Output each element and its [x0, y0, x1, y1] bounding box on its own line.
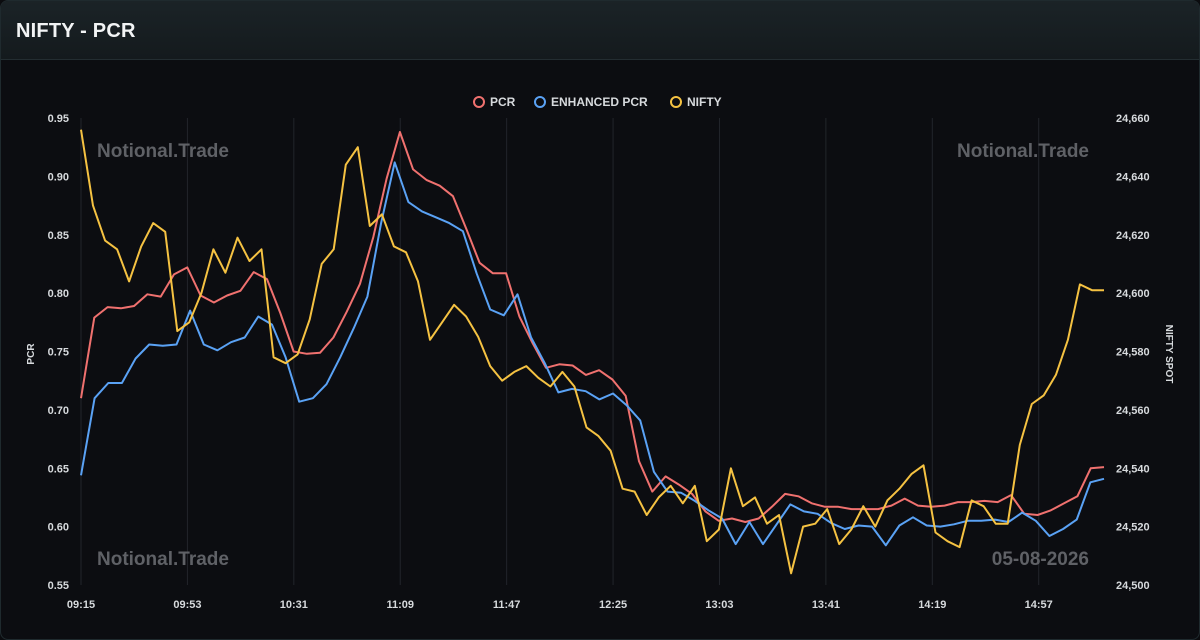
- watermark-bottom-left: Notional.Trade: [97, 549, 229, 570]
- series-line-enhanced-pcr: [80, 161, 1105, 547]
- series-lines: [80, 129, 1105, 575]
- watermark-date: 05-08-2026: [992, 549, 1089, 570]
- left-tick-label: 0.95: [48, 113, 69, 125]
- left-axis-ticks: 0.55 0.60 0.65 0.70 0.75 0.80 0.85 0.90 0.95: [48, 113, 69, 592]
- right-tick-label: 24,560: [1116, 405, 1150, 417]
- x-tick-label: 11:47: [493, 599, 521, 611]
- right-axis-label: NIFTY SPOT: [1163, 325, 1174, 384]
- panel-header: NIFTY - PCR: [1, 1, 1199, 60]
- right-tick-label: 24,500: [1116, 580, 1150, 592]
- right-tick-label: 24,600: [1116, 288, 1150, 300]
- series-line-pcr: [80, 131, 1105, 523]
- legend-label-nifty: NIFTY: [687, 95, 722, 109]
- watermark-top-right: Notional.Trade: [957, 141, 1089, 162]
- right-tick-label: 24,540: [1116, 463, 1150, 475]
- right-axis-ticks: 24,500 24,520 24,540 24,560 24,580 24,600 24,6…: [1116, 113, 1150, 592]
- left-tick-label: 0.55: [48, 580, 69, 592]
- right-tick-label: 24,660: [1116, 113, 1150, 125]
- left-tick-label: 0.70: [48, 405, 69, 417]
- legend-label-enhanced-pcr: ENHANCED PCR: [551, 95, 648, 109]
- x-tick-label: 10:31: [280, 599, 308, 611]
- right-tick-label: 24,640: [1116, 171, 1150, 183]
- x-tick-label: 14:57: [1025, 599, 1053, 611]
- legend-item-pcr[interactable]: PCR: [473, 95, 516, 109]
- right-tick-label: 24,520: [1116, 522, 1150, 534]
- x-tick-label: 11:09: [386, 599, 414, 611]
- left-axis-label: PCR: [26, 343, 37, 365]
- panel-title: NIFTY - PCR: [16, 20, 136, 42]
- x-tick-label: 13:03: [705, 599, 733, 611]
- x-tick-label: 13:41: [812, 599, 840, 611]
- left-tick-label: 0.80: [48, 288, 69, 300]
- series-line-nifty: [80, 129, 1104, 575]
- right-tick-label: 24,580: [1116, 347, 1150, 359]
- grid-lines: [80, 118, 1040, 585]
- left-tick-label: 0.75: [48, 347, 69, 359]
- left-tick-label: 0.90: [48, 171, 69, 183]
- legend-item-nifty[interactable]: NIFTY: [670, 95, 722, 109]
- x-tick-label: 14:19: [918, 599, 946, 611]
- right-tick-label: 24,620: [1116, 230, 1150, 242]
- legend-label-pcr: PCR: [490, 95, 516, 109]
- legend-marker-nifty: [670, 96, 682, 108]
- chart-legend[interactable]: PCR ENHANCED PCR NIFTY: [473, 95, 722, 109]
- x-tick-label: 09:53: [173, 599, 201, 611]
- watermark-top-left: Notional.Trade: [97, 141, 229, 162]
- left-tick-label: 0.85: [48, 230, 69, 242]
- x-tick-label: 12:25: [599, 599, 627, 611]
- legend-marker-pcr: [473, 96, 485, 108]
- left-tick-label: 0.60: [48, 522, 69, 534]
- x-axis-ticks: 09:15 09:53 10:31 11:09 11:47 12:25 13:03 13:41…: [67, 599, 1053, 611]
- legend-marker-enhanced-pcr: [534, 96, 546, 108]
- left-tick-label: 0.65: [48, 463, 69, 475]
- x-tick-label: 09:15: [67, 599, 95, 611]
- legend-item-enhanced-pcr[interactable]: ENHANCED PCR: [534, 95, 648, 109]
